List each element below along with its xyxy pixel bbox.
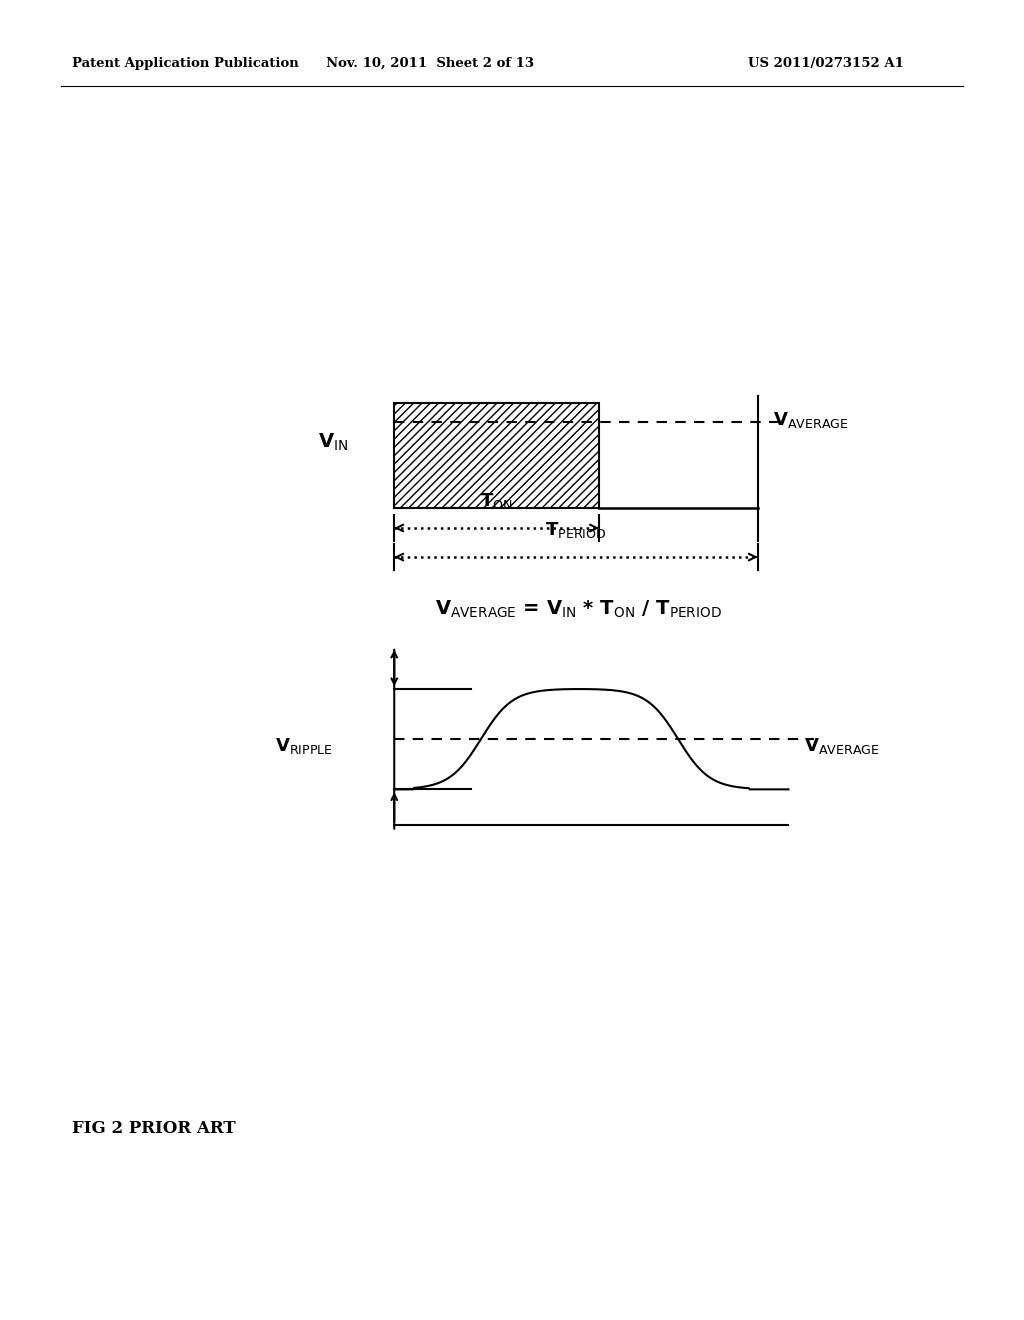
Bar xyxy=(394,403,599,508)
Text: FIG 2 PRIOR ART: FIG 2 PRIOR ART xyxy=(72,1121,236,1137)
Text: V$_{\rm IN}$: V$_{\rm IN}$ xyxy=(318,432,348,453)
Text: V$_{\rm AVERAGE}$: V$_{\rm AVERAGE}$ xyxy=(773,409,849,430)
Text: V$_{\rm RIPPLE}$: V$_{\rm RIPPLE}$ xyxy=(274,735,333,756)
Text: V$_{\rm AVERAGE}$: V$_{\rm AVERAGE}$ xyxy=(804,735,880,756)
Text: Nov. 10, 2011  Sheet 2 of 13: Nov. 10, 2011 Sheet 2 of 13 xyxy=(326,57,535,70)
Text: US 2011/0273152 A1: US 2011/0273152 A1 xyxy=(748,57,903,70)
Text: T$_{\rm PERIOD}$: T$_{\rm PERIOD}$ xyxy=(546,520,606,540)
Text: V$_{\rm AVERAGE}$ = V$_{\rm IN}$ * T$_{\rm ON}$ / T$_{\rm PERIOD}$: V$_{\rm AVERAGE}$ = V$_{\rm IN}$ * T$_{\… xyxy=(435,599,722,620)
Text: T$_{\rm ON}$: T$_{\rm ON}$ xyxy=(480,491,513,511)
Text: Patent Application Publication: Patent Application Publication xyxy=(72,57,298,70)
